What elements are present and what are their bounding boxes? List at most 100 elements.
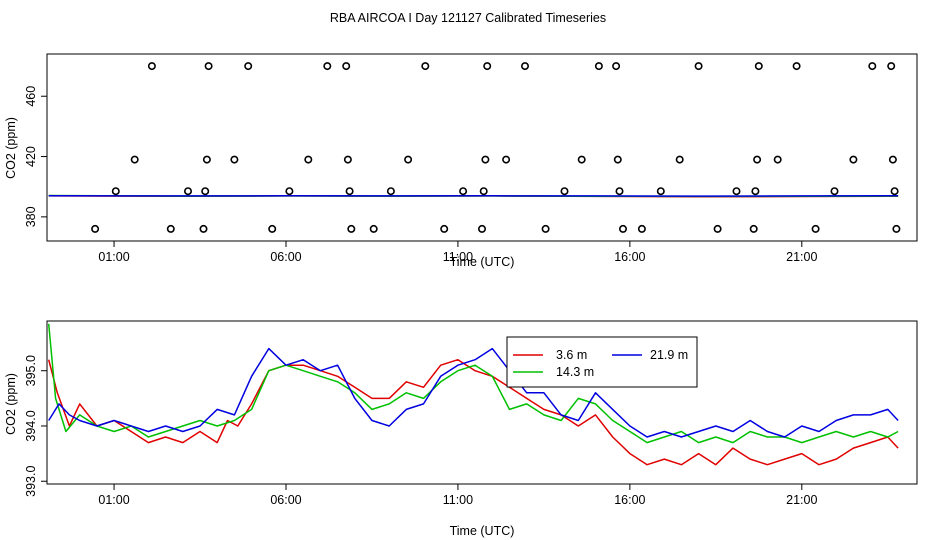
bottom-x-tick-label: 21:00 (786, 493, 817, 507)
top-y-label: CO2 (ppm) (4, 117, 18, 179)
bottom-x-tick-label: 16:00 (614, 493, 645, 507)
calibration-point (887, 62, 896, 71)
calibration-point (612, 62, 621, 71)
top-y-tick-label: 460 (24, 86, 38, 107)
calibration-point (773, 155, 782, 164)
bottom-y-tick-label: 395.0 (24, 355, 38, 386)
calibration-point (202, 155, 211, 164)
bottom-y-label: CO2 (ppm) (4, 373, 18, 435)
calibration-point (656, 187, 665, 196)
top-y-tick-label: 380 (24, 206, 38, 227)
calibration-point (868, 62, 877, 71)
calibration-point (811, 224, 820, 233)
calibration-point (347, 224, 356, 233)
legend-box (506, 336, 698, 388)
calibration-point (268, 224, 277, 233)
calibration-point (483, 62, 492, 71)
calibration-point (637, 224, 646, 233)
calibration-point (184, 187, 193, 196)
calibration-point (618, 224, 627, 233)
bottom-y-axis: 393.0 394.0 395.0 (24, 355, 47, 497)
legend-label-14-3m: 14.3 m (556, 365, 594, 379)
bottom-y-tick-label: 394.0 (24, 410, 38, 441)
calibration-point (343, 155, 352, 164)
calibration-point (479, 187, 488, 196)
calibration-point (477, 224, 486, 233)
bottom-panel: 01:00 06:00 11:00 16:00 21:00 393.0 394.0 395.… (4, 320, 918, 538)
calibration-point (230, 155, 239, 164)
top-x-tick-label: 06:00 (270, 250, 301, 264)
calibration-point (754, 62, 763, 71)
calibration-point (892, 224, 901, 233)
calibration-point (323, 62, 332, 71)
calibration-point (751, 187, 760, 196)
calibration-point (440, 224, 449, 233)
bottom-x-tick-label: 11:00 (443, 493, 473, 507)
calibration-point (345, 187, 354, 196)
calibration-point (753, 155, 762, 164)
calibration-point (199, 224, 208, 233)
calibration-point (404, 155, 413, 164)
bottom-x-tick-label: 01:00 (98, 493, 129, 507)
bottom-y-tick-label: 393.0 (24, 466, 38, 497)
calibration-point (304, 155, 313, 164)
calibration-point (792, 62, 801, 71)
top-y-axis: 380 420 460 (24, 86, 47, 227)
top-plot-frame (46, 53, 918, 242)
calibration-point (560, 187, 569, 196)
calibration-point (502, 155, 511, 164)
bottom-series-3-6-m (47, 358, 899, 466)
top-y-tick-label: 420 (24, 146, 38, 167)
calibration-point (342, 62, 351, 71)
legend: 3.6 m 14.3 m 21.9 m (506, 336, 698, 388)
calibration-point (713, 224, 722, 233)
top-x-tick-label: 16:00 (614, 250, 645, 264)
top-x-tick-label: 11:00 (443, 250, 473, 264)
calibration-point (481, 155, 490, 164)
bottom-series-21-9-m (48, 347, 899, 438)
calibration-point (244, 62, 253, 71)
calibration-point (520, 62, 529, 71)
bottom-plot-frame (46, 320, 918, 485)
calibration-point (888, 155, 897, 164)
calibration-point (130, 155, 139, 164)
figure-title: RBA AIRCOA I Day 121127 Calibrated Times… (330, 11, 606, 25)
bottom-series-lines (47, 323, 899, 466)
calibration-point (613, 155, 622, 164)
calibration-point (201, 187, 210, 196)
bottom-x-axis: 01:00 06:00 11:00 16:00 21:00 (98, 484, 817, 507)
bottom-x-label: Time (UTC) (450, 524, 515, 538)
bottom-series-14-3-m (47, 323, 899, 444)
top-x-axis: 01:00 06:00 11:00 16:00 21:00 (98, 241, 817, 264)
calibration-point (594, 62, 603, 71)
calibration-point (732, 187, 741, 196)
calibration-point (675, 155, 684, 164)
calibration-point (421, 62, 430, 71)
legend-label-3-6m: 3.6 m (556, 348, 587, 362)
calibration-point (849, 155, 858, 164)
calibration-point (91, 224, 100, 233)
calibration-point (541, 224, 550, 233)
calibration-point (459, 187, 468, 196)
calibration-point (285, 187, 294, 196)
calibration-point (694, 62, 703, 71)
legend-label-21-9m: 21.9 m (650, 348, 688, 362)
top-series-lines (48, 194, 899, 198)
calibration-point (830, 187, 839, 196)
calibration-point (749, 224, 758, 233)
top-panel: 01:00 06:00 11:00 16:00 21:00 380 420 460 Time… (4, 53, 918, 269)
calibration-point (166, 224, 175, 233)
calibration-point (369, 224, 378, 233)
calibration-point (615, 187, 624, 196)
top-x-tick-label: 21:00 (786, 250, 817, 264)
calibration-point (890, 187, 899, 196)
calibration-point (147, 62, 156, 71)
calibration-point (111, 187, 120, 196)
top-x-label: Time (UTC) (450, 255, 515, 269)
top-calibration-points (91, 62, 901, 233)
calibration-point (204, 62, 213, 71)
calibration-point (577, 155, 586, 164)
top-x-tick-label: 01:00 (98, 250, 129, 264)
